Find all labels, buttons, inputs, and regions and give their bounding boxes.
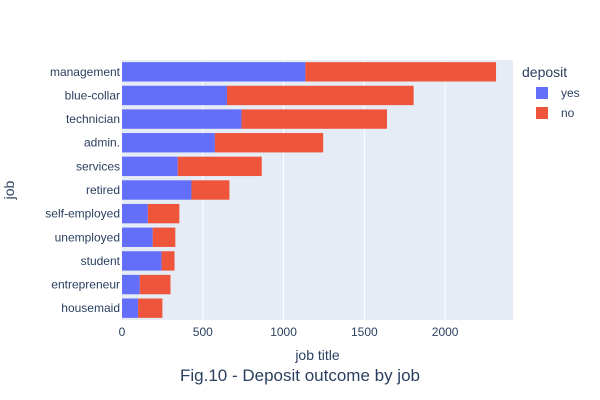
- chart-title: Fig.10 - Deposit outcome by job: [180, 366, 420, 385]
- bar-no[interactable]: [147, 203, 180, 224]
- legend-swatch-no: [536, 107, 548, 119]
- y-axis-title: job: [1, 180, 17, 200]
- bar-no[interactable]: [161, 251, 175, 271]
- bar-no[interactable]: [139, 274, 171, 295]
- bar-yes[interactable]: [122, 180, 192, 200]
- bar-no[interactable]: [214, 133, 324, 153]
- y-tick-label: self-employed: [45, 207, 120, 221]
- legend-label-yes: yes: [561, 86, 580, 100]
- x-axis-title: job title: [294, 347, 340, 363]
- bar-no[interactable]: [227, 85, 414, 106]
- legend-label-no: no: [561, 106, 575, 120]
- x-tick-label: 1500: [351, 325, 378, 339]
- x-tick-label: 1000: [270, 325, 297, 339]
- legend-title: deposit: [522, 64, 567, 80]
- y-tick-label: retired: [86, 183, 120, 197]
- bar-yes[interactable]: [122, 203, 148, 224]
- bar-no[interactable]: [191, 180, 230, 200]
- bar-no[interactable]: [177, 156, 262, 177]
- legend-swatch-yes: [536, 87, 548, 99]
- bar-yes[interactable]: [122, 62, 306, 82]
- bar-no[interactable]: [305, 62, 497, 82]
- legend[interactable]: deposit yes no: [522, 64, 580, 120]
- bar-yes[interactable]: [122, 227, 153, 247]
- y-tick-labels: management blue-collar technician admin. ser…: [45, 65, 120, 315]
- bar-yes[interactable]: [122, 298, 139, 318]
- bar-yes[interactable]: [122, 274, 140, 295]
- y-tick-label: technician: [66, 112, 120, 126]
- y-tick-label: entrepreneur: [51, 278, 120, 292]
- bar-yes[interactable]: [122, 251, 162, 271]
- x-tick-label: 0: [119, 325, 126, 339]
- y-tick-label: unemployed: [55, 230, 120, 244]
- bar-yes[interactable]: [122, 133, 215, 153]
- x-tick-labels: 0 500 1000 1500 2000: [119, 325, 459, 339]
- y-tick-label: housemaid: [61, 301, 120, 315]
- bar-no[interactable]: [241, 109, 387, 129]
- y-tick-label: student: [81, 254, 121, 268]
- bar-yes[interactable]: [122, 109, 242, 129]
- y-tick-label: services: [76, 159, 120, 173]
- bar-yes[interactable]: [122, 85, 228, 106]
- x-tick-label: 500: [193, 325, 213, 339]
- bar-no[interactable]: [138, 298, 163, 318]
- y-tick-label: admin.: [84, 136, 120, 150]
- y-tick-label: blue-collar: [65, 88, 120, 102]
- y-tick-label: management: [50, 65, 121, 79]
- bars: [122, 62, 497, 318]
- bar-yes[interactable]: [122, 156, 178, 177]
- bar-no[interactable]: [152, 227, 176, 247]
- x-tick-label: 2000: [432, 325, 459, 339]
